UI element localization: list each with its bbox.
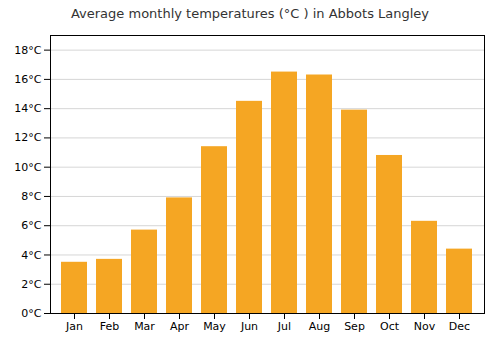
svg-text:12°C: 12°C [14,131,41,144]
svg-text:14°C: 14°C [14,102,41,115]
svg-text:10°C: 10°C [14,161,41,174]
svg-text:2°C: 2°C [21,278,41,291]
svg-text:Dec: Dec [449,320,470,333]
svg-text:Nov: Nov [414,320,436,333]
svg-text:Sep: Sep [344,320,365,333]
svg-text:Aug: Aug [309,320,330,333]
svg-text:0°C: 0°C [21,307,41,320]
svg-text:18°C: 18°C [14,44,41,57]
svg-text:6°C: 6°C [21,219,41,232]
svg-text:4°C: 4°C [21,248,41,261]
svg-text:16°C: 16°C [14,73,41,86]
svg-text:Feb: Feb [100,320,119,333]
svg-text:Apr: Apr [170,320,190,333]
svg-text:8°C: 8°C [21,190,41,203]
svg-text:Jul: Jul [277,320,291,333]
html-text:Average monthly temperatures (: Average monthly temperatures (°C ) in Ab… [71,6,429,21]
svg-text:Oct: Oct [380,320,400,333]
svg-text:Jan: Jan [65,320,83,333]
svg-text:Jun: Jun [240,320,258,333]
svg-text:May: May [203,320,226,333]
svg-text:Mar: Mar [134,320,155,333]
